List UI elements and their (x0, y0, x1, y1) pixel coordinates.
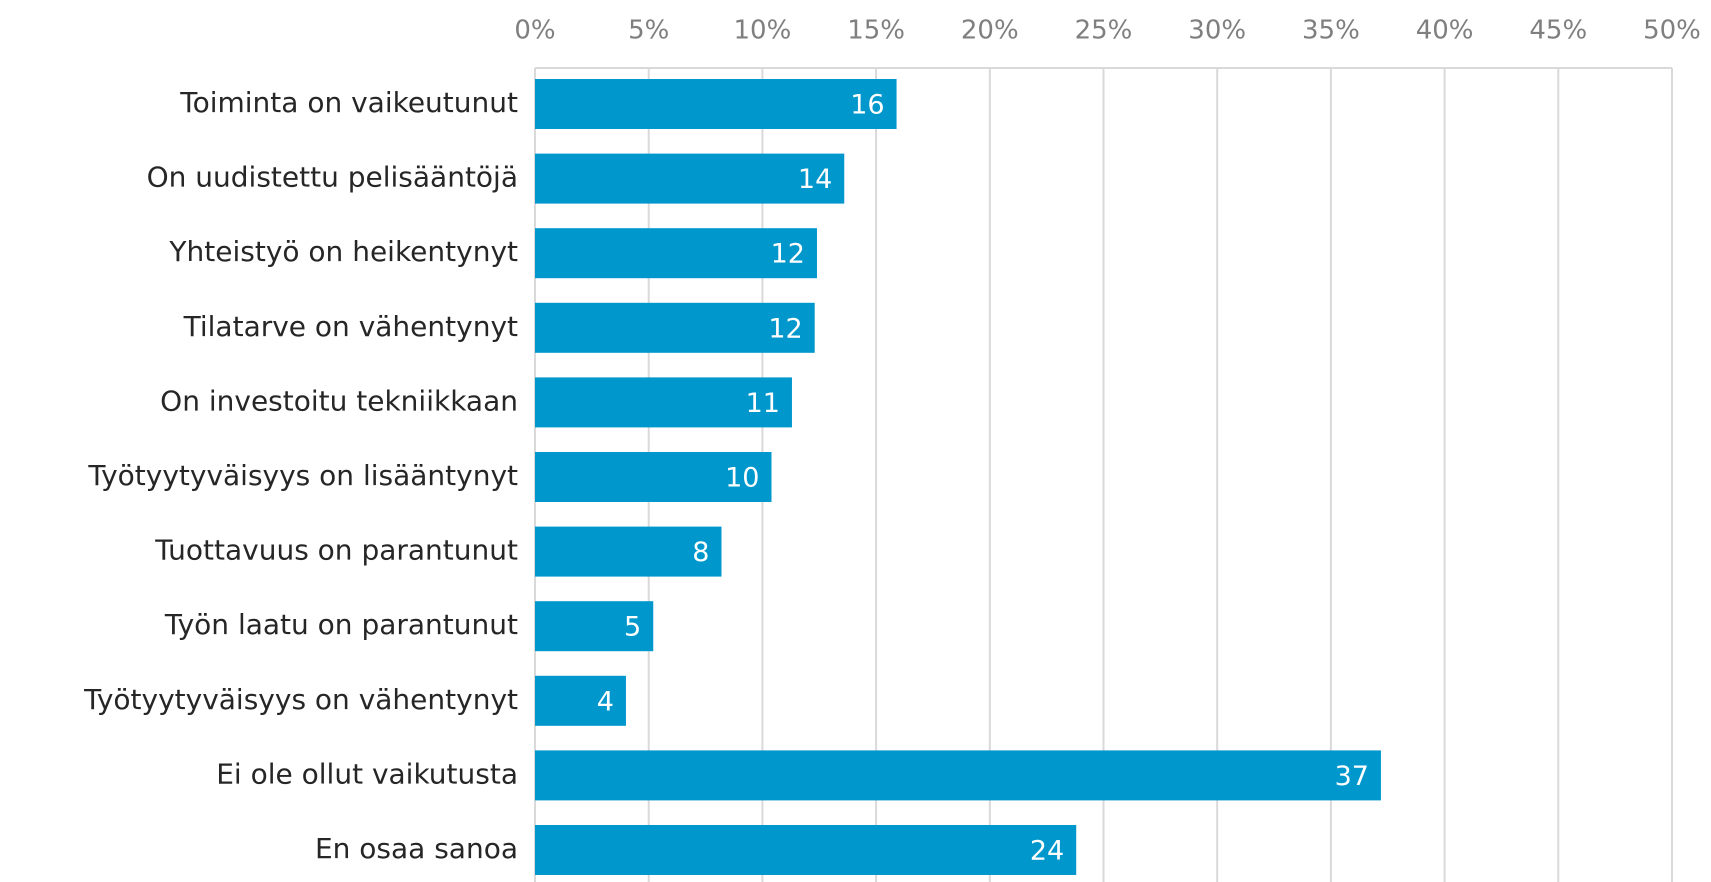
data-label: 4 (597, 686, 614, 717)
y-tick-label: On investoitu tekniikkaan (160, 384, 518, 417)
y-tick-label: Toiminta on vaikeutunut (179, 86, 518, 119)
y-tick-label: Tuottavuus on parantunut (154, 534, 518, 567)
data-label: 8 (692, 537, 709, 568)
x-tick-label: 45% (1529, 16, 1587, 46)
y-tick-label: Ei ole ollut vaikutusta (216, 757, 518, 790)
bar (535, 377, 792, 428)
x-tick-label: 35% (1302, 16, 1360, 46)
y-tick-label: Tilatarve on vähentynyt (183, 310, 518, 343)
data-label: 12 (771, 239, 805, 270)
x-tick-label: 20% (961, 16, 1019, 46)
data-label: 14 (798, 164, 832, 195)
data-label: 10 (725, 463, 759, 494)
x-tick-label: 40% (1416, 16, 1474, 46)
data-label: 37 (1335, 761, 1369, 792)
x-tick-label: 10% (734, 16, 792, 46)
x-tick-label: 0% (514, 16, 555, 46)
y-tick-label: En osaa sanoa (315, 832, 518, 865)
y-tick-label: On uudistettu pelisääntöjä (147, 161, 518, 194)
x-tick-label: 25% (1075, 16, 1133, 46)
bar (535, 153, 845, 204)
x-tick-label: 15% (847, 16, 905, 46)
x-tick-label: 30% (1188, 16, 1246, 46)
bar (535, 601, 654, 652)
bar (535, 302, 815, 353)
y-tick-label: Työn laatu on parantunut (164, 608, 518, 641)
data-label: 16 (850, 90, 884, 121)
bar (535, 675, 626, 726)
y-tick-label: Työtyytyväisyys on lisääntynyt (87, 459, 518, 492)
data-label: 5 (624, 612, 641, 643)
y-tick-label: Yhteistyö on heikentynyt (168, 235, 518, 268)
data-label: 11 (746, 388, 780, 419)
y-tick-label: Työtyytyväisyys on vähentynyt (83, 683, 518, 716)
bar (535, 526, 722, 577)
data-label: 24 (1030, 836, 1064, 867)
x-tick-label: 5% (628, 16, 669, 46)
bar (535, 750, 1381, 801)
data-label: 12 (768, 313, 802, 344)
bar (535, 228, 817, 279)
x-tick-label: 50% (1643, 16, 1701, 46)
bar (535, 79, 897, 129)
bar (535, 452, 772, 502)
bar (535, 825, 1077, 875)
